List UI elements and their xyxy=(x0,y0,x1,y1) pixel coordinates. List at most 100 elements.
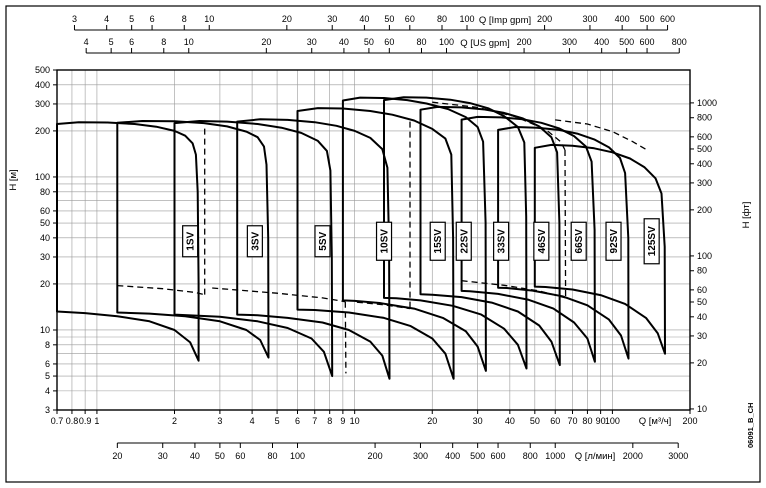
ticklabel-h-m: 50 xyxy=(40,218,50,228)
ticklabel-h-ft: 10 xyxy=(697,404,707,414)
ticklabel-lpm: 30 xyxy=(158,451,168,461)
ticklabel-m3h: 0.7 xyxy=(51,416,64,426)
ticklabel-imp: 6 xyxy=(150,14,155,24)
family-label-box-33SV xyxy=(493,221,510,261)
page-border xyxy=(5,5,761,483)
ticklabel-m3h: 3 xyxy=(217,416,222,426)
ticklabel-h-ft: 400 xyxy=(697,159,712,169)
family-label-10SV: 10SV xyxy=(380,229,391,254)
ticklabel-us: 6 xyxy=(129,37,134,47)
ticklabel-lpm: 1000 xyxy=(545,451,565,461)
ticklabel-m3h: 40 xyxy=(505,416,515,426)
ticklabel-h-m: 100 xyxy=(35,172,50,182)
family-label-box-46SV xyxy=(533,221,550,261)
envelope-1SV xyxy=(56,121,200,362)
ticklabel-imp: 20 xyxy=(282,14,292,24)
axis-title-imp-gpm: Q [Imp gpm] xyxy=(479,15,531,26)
ticklabel-m3h: 4 xyxy=(250,416,255,426)
ticklabel-h-m: 10 xyxy=(40,325,50,335)
ticklabel-imp: 10 xyxy=(204,14,214,24)
ticklabel-m3h: 80 xyxy=(582,416,592,426)
ticklabel-h-m: 200 xyxy=(35,126,50,136)
plot-border xyxy=(56,69,691,411)
ticklabel-h-m: 3 xyxy=(45,405,50,415)
envelope-15SV xyxy=(296,107,455,380)
ticklabel-h-m: 500 xyxy=(35,65,50,75)
ticklabel-h-m: 6 xyxy=(45,359,50,369)
ticklabel-h-m: 60 xyxy=(40,206,50,216)
family-label-3SV: 3SV xyxy=(250,231,261,250)
ticklabel-imp: 500 xyxy=(640,14,655,24)
family-label-46SV: 46SV xyxy=(537,229,548,254)
ticklabel-m3h: 90 xyxy=(596,416,606,426)
family-label-1SV: 1SV xyxy=(186,231,197,250)
ticklabel-m3h: 30 xyxy=(473,416,483,426)
ticklabel-h-ft: 800 xyxy=(697,113,712,123)
ticklabel-lpm: 100 xyxy=(290,451,305,461)
axis-title-m3h: Q [м³/ч] xyxy=(639,416,672,427)
ticklabel-us: 600 xyxy=(640,37,655,47)
ticklabel-us: 60 xyxy=(384,37,394,47)
family-label-22SV: 22SV xyxy=(459,229,470,254)
ticklabel-us: 50 xyxy=(364,37,374,47)
ticklabel-lpm: 3000 xyxy=(668,451,688,461)
ticklabel-us: 100 xyxy=(439,37,454,47)
ticklabel-us: 400 xyxy=(594,37,609,47)
ticklabel-h-m: 300 xyxy=(35,99,50,109)
ticklabel-m3h: 0.9 xyxy=(79,416,92,426)
ticklabel-h-ft: 1000 xyxy=(697,98,717,108)
family-label-box-10SV xyxy=(375,221,393,261)
ticklabel-imp: 30 xyxy=(327,14,337,24)
ticklabel-imp: 60 xyxy=(405,14,415,24)
family-label-box-125SV xyxy=(643,218,660,265)
ticklabel-m3h: 60 xyxy=(550,416,560,426)
ticklabel-lpm: 50 xyxy=(215,451,225,461)
ticklabel-h-ft: 50 xyxy=(697,297,707,307)
ticklabel-h-m: 5 xyxy=(45,371,50,381)
ticklabel-h-ft: 20 xyxy=(697,358,707,368)
ticklabel-lpm: 60 xyxy=(235,451,245,461)
ticklabel-lpm: 20 xyxy=(112,451,122,461)
ticklabel-m3h: 9 xyxy=(340,416,345,426)
ticklabel-us: 4 xyxy=(84,37,89,47)
ticklabel-imp: 3 xyxy=(72,14,77,24)
ticklabel-lpm: 300 xyxy=(413,451,428,461)
ticklabel-h-m: 4 xyxy=(45,386,50,396)
ticklabel-us: 800 xyxy=(672,37,687,47)
ticklabel-us: 10 xyxy=(184,37,194,47)
family-label-box-1SV xyxy=(182,225,199,258)
family-label-box-15SV xyxy=(429,221,446,261)
ticklabel-m3h: 5 xyxy=(275,416,280,426)
ticklabel-m3h: 7 xyxy=(312,416,317,426)
ticklabel-imp: 400 xyxy=(615,14,630,24)
ticklabel-h-m: 80 xyxy=(40,187,50,197)
ticklabel-h-ft: 40 xyxy=(697,312,707,322)
ticklabel-us: 20 xyxy=(261,37,271,47)
dashed-curve-8 xyxy=(564,149,567,298)
drawing-number-watermark: 06091_B_CH xyxy=(746,403,755,448)
ticklabel-m3h: 2 xyxy=(172,416,177,426)
dashed-curve-3 xyxy=(212,287,346,303)
ticklabel-m3h: 8 xyxy=(327,416,332,426)
ticklabel-us: 8 xyxy=(161,37,166,47)
ticklabel-lpm: 40 xyxy=(190,451,200,461)
ticklabel-imp: 4 xyxy=(104,14,109,24)
ticklabel-imp: 300 xyxy=(582,14,597,24)
ticklabel-lpm: 200 xyxy=(368,451,383,461)
dashed-curve-10 xyxy=(555,119,649,152)
ticklabel-us: 500 xyxy=(619,37,634,47)
envelope-33SV xyxy=(383,96,528,370)
ticklabel-lpm: 600 xyxy=(491,451,506,461)
axis-title-head-ft: H [фт] xyxy=(741,202,752,229)
ticklabel-lpm: 800 xyxy=(523,451,538,461)
ticklabel-us: 300 xyxy=(562,37,577,47)
ticklabel-h-ft: 300 xyxy=(697,178,712,188)
family-label-92SV: 92SV xyxy=(609,229,620,254)
ticklabel-h-ft: 600 xyxy=(697,132,712,142)
axis-title-head-m: H [м] xyxy=(8,169,19,190)
ticklabel-imp: 50 xyxy=(384,14,394,24)
ticklabel-us: 40 xyxy=(339,37,349,47)
ticklabel-m3h: 100 xyxy=(605,416,620,426)
ticklabel-lpm: 80 xyxy=(268,451,278,461)
